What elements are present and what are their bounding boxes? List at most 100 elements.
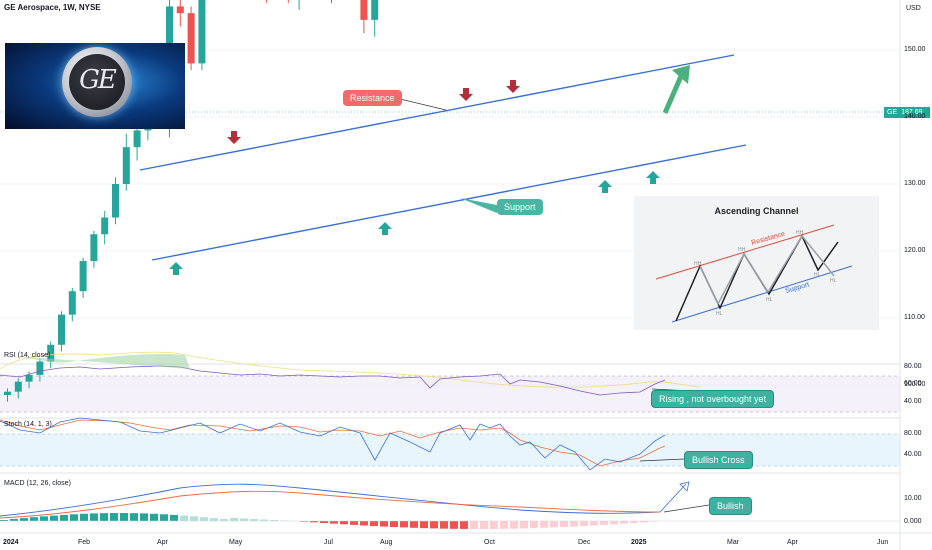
macd-bar [430,521,438,529]
macd-bar [130,513,138,521]
support-pointer [460,198,497,213]
candle[interactable] [296,0,303,10]
candle-body-up [198,0,206,64]
price-tick-label: 140.00 [904,113,926,120]
resistance-channel-line[interactable] [139,54,735,171]
candle[interactable] [360,0,368,34]
stoch-callout[interactable]: Bullish Cross [684,451,753,469]
macd-bar [650,521,658,522]
macd-bar [0,520,8,521]
candle-body-up [36,361,44,375]
currency-label[interactable]: USD [906,5,921,12]
macd-bar [600,521,608,525]
inset-point: HL [766,297,773,303]
candle[interactable] [36,358,44,382]
support-callout[interactable]: Support [497,199,543,215]
candle[interactable] [68,287,76,322]
candle-body-up [68,291,76,315]
inset-drawing: Resistance Support HH HH HH HL HL HL HL [655,224,853,323]
candle[interactable] [122,133,130,191]
time-tick-label: Jul [324,539,333,546]
macd-bar [460,521,468,529]
macd-bar [480,521,488,529]
candle[interactable] [79,257,87,298]
candle[interactable] [133,123,141,161]
macd-bar [30,517,38,521]
inset-point: HL [830,278,837,284]
macd-bar [310,521,318,523]
rsi-signal-line [0,351,701,388]
candle[interactable] [198,0,206,71]
macd-bar [470,521,478,529]
price-tick-label: 130.00 [904,180,926,187]
macd-pointer [663,504,710,513]
candle-body-up [101,217,109,235]
stoch-tick-label: 80.00 [904,430,922,437]
candle[interactable] [263,0,270,4]
macd-bar [50,515,58,521]
macd-line [0,483,661,517]
time-tick-label: 2025 [631,539,647,546]
macd-tick-label: 10.00 [904,495,922,502]
candle-body-up [4,391,11,396]
candle-body-up [371,0,379,20]
macd-bar [100,513,108,521]
breakout-arrow-head [672,65,690,84]
candle[interactable] [4,388,11,402]
resistance-callout[interactable]: Resistance [343,90,402,106]
macd-bar [510,521,518,529]
signal-arrows [169,80,660,275]
macd-bar [90,513,98,521]
macd-bar [250,519,258,521]
candle[interactable] [14,378,22,399]
logo-inner: GE [69,54,125,110]
logo-text: GE [79,65,117,95]
macd-bar [350,521,358,525]
rsi-label[interactable]: RSI (14, close) [4,352,51,359]
candle[interactable] [176,0,184,27]
macd-arrow [659,483,687,513]
buy-arrow [598,180,612,193]
macd-bar [110,513,118,521]
time-tick-label: May [229,539,243,546]
macd-callout[interactable]: Bullish [709,497,752,515]
stoch-pointer [639,458,685,462]
macd-bar [220,519,228,521]
inset-point: HH [738,247,746,253]
time-tick-label: Apr [157,539,168,546]
inset-point: HH [796,230,804,236]
candle-body-up [122,147,130,184]
stoch-label[interactable]: Stoch (14, 1, 3) [4,421,52,428]
macd-bar [520,521,528,529]
macd-bar [10,519,18,521]
time-tick-label: Oct [484,539,495,546]
macd-bar [300,521,308,522]
price-tick-label: 100.00 [904,381,926,388]
macd-signal-line [0,490,661,519]
macd-bar [610,521,618,525]
candle[interactable] [285,0,292,4]
inset-point: HH [694,261,702,267]
candle-body-up [133,130,141,148]
macd-bar [580,521,588,527]
support-channel-line[interactable] [151,144,747,261]
macd-label[interactable]: MACD (12, 26, close) [4,480,71,487]
candle[interactable] [101,210,109,245]
stoch-band [0,434,900,466]
rsi-callout[interactable]: Rising , not overbought yet [651,390,775,408]
last-price-symbol: GE [887,109,898,116]
macd-bar [640,521,648,523]
candle[interactable] [112,177,119,225]
candle-body-up [14,381,22,392]
candle[interactable] [90,230,98,268]
candle[interactable] [187,6,195,71]
macd-bar [360,521,368,526]
macd-bar [620,521,628,524]
candle-body-up [112,184,119,218]
macd-bar [40,516,48,521]
macd-bar [550,521,558,528]
candle[interactable] [58,311,65,352]
candle[interactable] [371,0,379,37]
candle-body-up [58,314,65,345]
candle[interactable] [328,0,335,4]
